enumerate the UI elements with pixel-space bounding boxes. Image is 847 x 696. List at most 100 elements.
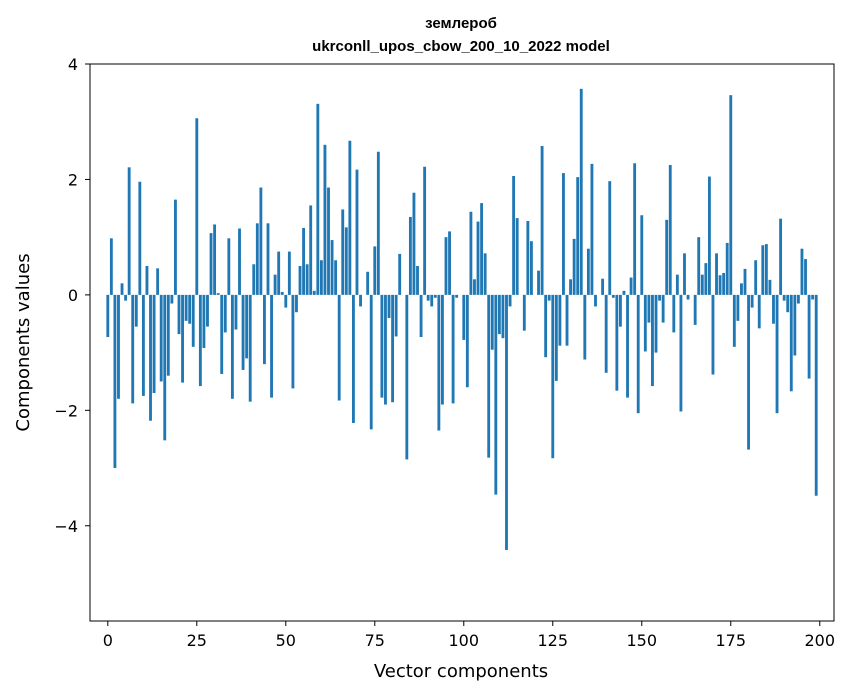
bar-109 xyxy=(494,294,498,495)
bar-129 xyxy=(565,294,569,346)
bar-53 xyxy=(295,294,298,313)
bar-32 xyxy=(220,294,224,374)
bar-54 xyxy=(298,266,302,295)
bar-90 xyxy=(426,294,430,301)
bar-8 xyxy=(134,294,138,327)
bar-133 xyxy=(579,88,583,295)
bar-27 xyxy=(202,294,206,348)
bar-131 xyxy=(572,238,576,295)
bar-29 xyxy=(209,233,213,295)
bar-10 xyxy=(141,294,145,396)
bar-160 xyxy=(675,274,679,295)
bar-17 xyxy=(166,294,170,376)
bar-177 xyxy=(736,294,740,321)
bar-180 xyxy=(747,294,750,450)
bar-16 xyxy=(163,294,167,441)
bar-51 xyxy=(287,251,291,295)
bar-55 xyxy=(302,227,306,295)
bar-84 xyxy=(405,294,409,460)
bar-64 xyxy=(334,260,338,295)
bars-group xyxy=(106,88,818,550)
bar-128 xyxy=(562,173,565,295)
bar-96 xyxy=(448,231,451,295)
bar-39 xyxy=(245,294,249,359)
bar-127 xyxy=(558,294,562,346)
bar-11 xyxy=(145,266,149,295)
bar-170 xyxy=(711,294,715,375)
bar-181 xyxy=(750,294,754,308)
bar-190 xyxy=(782,294,786,301)
bar-35 xyxy=(230,294,234,399)
bar-38 xyxy=(241,294,245,370)
bar-198 xyxy=(811,294,815,300)
bar-136 xyxy=(590,163,594,295)
bar-41 xyxy=(252,264,256,295)
bar-104 xyxy=(476,221,480,295)
bar-75 xyxy=(373,246,377,295)
bar-22 xyxy=(184,294,188,321)
bar-145 xyxy=(622,290,626,295)
bar-122 xyxy=(540,145,544,295)
bar-192 xyxy=(789,294,793,392)
bar-159 xyxy=(672,294,676,333)
bar-173 xyxy=(722,272,726,295)
bar-34 xyxy=(227,238,231,295)
bar-156 xyxy=(661,294,665,323)
bar-171 xyxy=(715,253,718,295)
x-tick-label: 100 xyxy=(449,631,480,650)
bar-78 xyxy=(384,294,387,405)
bar-100 xyxy=(462,294,466,340)
bar-25 xyxy=(195,118,199,295)
bar-98 xyxy=(455,294,459,298)
bar-161 xyxy=(679,294,683,412)
bar-1 xyxy=(109,238,113,295)
bar-5 xyxy=(124,294,128,301)
bar-2 xyxy=(113,294,117,469)
bar-186 xyxy=(768,279,772,295)
y-tick-label: 2 xyxy=(68,170,78,189)
bar-68 xyxy=(348,140,352,295)
bar-89 xyxy=(423,166,427,295)
x-tick-label: 25 xyxy=(187,631,207,650)
bar-137 xyxy=(594,294,597,307)
bar-163 xyxy=(686,294,690,300)
bar-59 xyxy=(316,103,320,295)
bar-71 xyxy=(359,294,362,307)
bar-50 xyxy=(284,294,288,308)
bar-194 xyxy=(796,294,800,304)
bar-65 xyxy=(337,294,341,401)
bar-199 xyxy=(814,294,818,496)
bar-124 xyxy=(547,294,551,301)
bar-21 xyxy=(181,294,184,383)
bar-175 xyxy=(729,95,733,295)
bar-196 xyxy=(804,259,807,295)
bar-111 xyxy=(501,294,505,339)
bar-23 xyxy=(188,294,192,324)
bar-174 xyxy=(725,242,729,295)
bar-125 xyxy=(551,294,555,459)
bar-119 xyxy=(529,241,533,295)
bar-162 xyxy=(683,253,686,295)
bar-97 xyxy=(451,294,455,404)
bar-33 xyxy=(223,294,227,333)
bar-154 xyxy=(654,294,658,353)
bar-0 xyxy=(106,294,110,338)
bar-77 xyxy=(380,294,384,398)
bar-36 xyxy=(234,294,238,330)
bar-155 xyxy=(658,294,661,301)
y-axis-ticks: −4 −2 0 2 4 xyxy=(54,55,90,536)
bar-130 xyxy=(569,279,572,295)
bar-76 xyxy=(376,151,380,295)
bar-134 xyxy=(583,294,587,360)
bar-115 xyxy=(515,218,519,295)
bar-31 xyxy=(216,293,220,295)
x-axis-label: Vector components xyxy=(374,661,548,682)
bar-9 xyxy=(138,181,142,295)
bar-88 xyxy=(419,294,423,338)
bar-114 xyxy=(512,175,516,295)
chart-title-line-1: землероб xyxy=(425,15,497,32)
bar-86 xyxy=(412,192,416,295)
bar-118 xyxy=(526,221,530,295)
